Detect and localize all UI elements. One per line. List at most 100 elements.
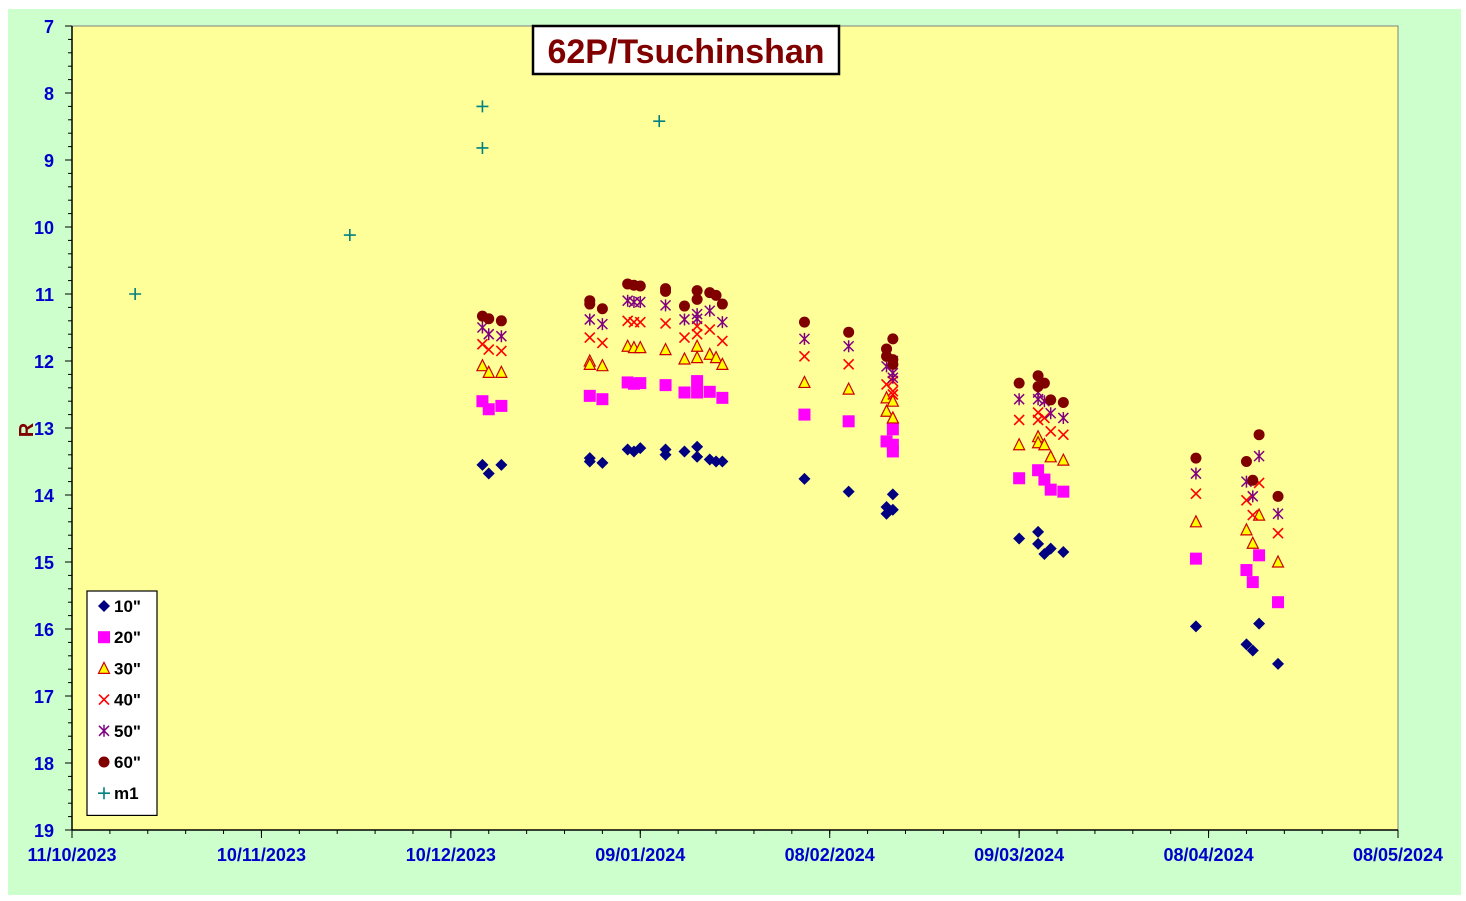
data-point — [1272, 527, 1284, 539]
series-6 — [476, 278, 1284, 502]
data-point — [129, 288, 142, 300]
data-point — [1038, 377, 1050, 389]
legend-label: 10" — [114, 597, 141, 616]
data-point — [678, 300, 690, 312]
data-point — [1057, 411, 1069, 424]
data-point — [886, 393, 900, 407]
data-point — [798, 472, 811, 485]
data-point — [716, 391, 729, 404]
data-point — [483, 344, 495, 356]
data-point — [483, 313, 495, 325]
data-point — [798, 316, 810, 328]
data-point — [691, 440, 704, 453]
data-point — [1246, 644, 1259, 657]
data-point — [1044, 449, 1058, 463]
data-point — [704, 304, 716, 317]
data-point — [1045, 407, 1057, 420]
data-point — [1272, 596, 1285, 609]
data-point — [653, 115, 666, 128]
data-point — [495, 345, 507, 357]
data-point — [343, 229, 356, 242]
data-point — [1189, 620, 1202, 633]
data-point — [843, 358, 855, 370]
data-point — [1253, 549, 1266, 562]
data-point — [843, 326, 855, 338]
data-point — [678, 386, 691, 399]
data-point — [659, 379, 672, 392]
data-point — [887, 385, 899, 397]
data-point — [634, 442, 647, 455]
data-point — [583, 455, 596, 468]
data-point — [659, 448, 672, 461]
data-point — [596, 303, 608, 315]
data-point — [1038, 412, 1050, 424]
legend: 10" 20" 30" 40" 50" 60" m1 — [86, 590, 158, 816]
data-point — [1253, 617, 1266, 630]
x-tick-label: 09/03/2024 — [974, 845, 1064, 865]
data-point — [1190, 488, 1202, 500]
legend-marker — [98, 787, 110, 800]
data-point — [595, 358, 609, 372]
data-point — [1012, 437, 1026, 451]
data-point — [716, 298, 728, 310]
series-4 — [476, 315, 1284, 539]
series-7 — [129, 100, 666, 300]
data-point — [1032, 464, 1045, 477]
data-point — [659, 342, 673, 356]
data-point — [1032, 525, 1045, 538]
series-1 — [476, 440, 1285, 670]
y-tick-label: 15 — [34, 553, 54, 573]
x-tick-label: 08/04/2024 — [1164, 845, 1254, 865]
data-point — [1044, 542, 1057, 555]
legend-label: 50" — [114, 722, 141, 741]
data-point — [715, 357, 729, 370]
legend-marker — [98, 631, 110, 644]
data-point — [886, 488, 899, 501]
data-point — [660, 299, 672, 312]
data-point — [1271, 554, 1285, 568]
data-point — [476, 141, 489, 154]
data-point — [886, 503, 899, 516]
data-point — [690, 350, 704, 364]
x-tick-label: 08/05/2024 — [1353, 845, 1443, 865]
data-point — [691, 450, 704, 463]
data-point — [704, 323, 716, 336]
data-point — [678, 331, 691, 344]
x-tick-label: 10/11/2023 — [217, 845, 306, 865]
data-point — [475, 358, 489, 372]
y-tick-label: 8 — [44, 84, 54, 104]
data-point — [691, 386, 704, 399]
data-point — [1057, 545, 1070, 558]
y-tick-label: 9 — [44, 151, 54, 171]
data-point — [1247, 490, 1259, 503]
plot-area — [71, 25, 1399, 831]
data-point — [691, 375, 704, 388]
legend-label: 40" — [114, 691, 141, 710]
data-point — [583, 389, 596, 402]
data-point — [842, 381, 856, 395]
data-point — [1032, 537, 1045, 550]
data-point — [1057, 485, 1070, 498]
data-point — [1044, 483, 1057, 496]
data-point — [495, 458, 508, 471]
data-point — [1032, 414, 1044, 426]
data-point — [596, 318, 608, 331]
data-point — [842, 485, 855, 498]
data-point — [886, 410, 900, 424]
data-point — [659, 317, 672, 330]
data-point — [1240, 638, 1253, 651]
x-tick-label: 09/01/2024 — [595, 845, 685, 865]
data-point — [691, 293, 703, 305]
legend-marker — [98, 756, 110, 768]
data-point — [1013, 532, 1026, 545]
data-point — [1013, 414, 1025, 426]
data-point — [703, 346, 717, 360]
y-tick-label: 17 — [34, 687, 54, 707]
y-tick-label: 16 — [34, 620, 54, 640]
data-point — [476, 100, 489, 113]
data-point — [1032, 370, 1044, 382]
data-point — [482, 365, 496, 378]
data-point — [634, 316, 646, 328]
data-point — [584, 298, 596, 310]
y-tick-label: 19 — [34, 821, 54, 841]
